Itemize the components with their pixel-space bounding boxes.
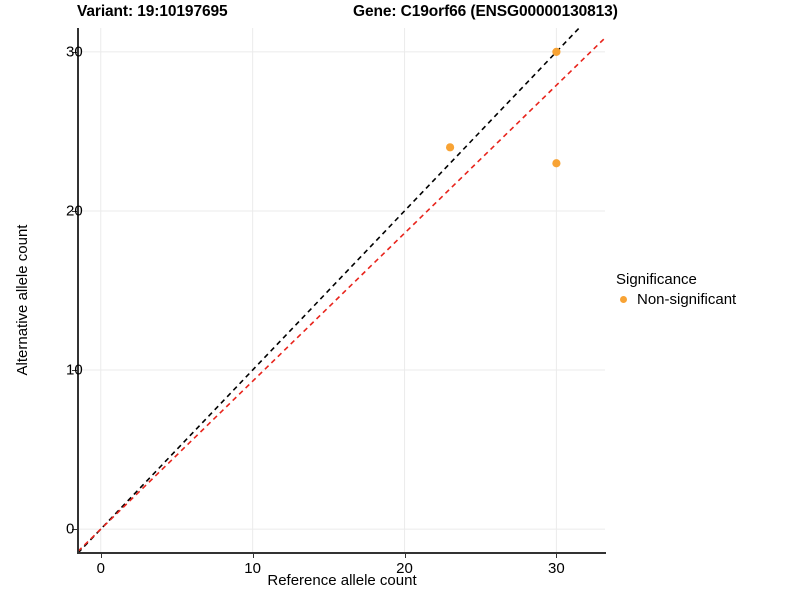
y-axis-line bbox=[77, 28, 79, 554]
y-axis-tick bbox=[72, 370, 77, 372]
x-axis-tick-label: 20 bbox=[396, 560, 413, 577]
y-axis-tick bbox=[72, 529, 77, 531]
y-axis-tick bbox=[72, 210, 77, 212]
legend-item[interactable]: Non-significant bbox=[616, 291, 796, 308]
x-axis-tick bbox=[100, 553, 102, 558]
grid-lines bbox=[78, 28, 605, 553]
series-non-significant bbox=[445, 47, 561, 168]
point-dot-icon bbox=[616, 292, 631, 307]
data-point[interactable] bbox=[552, 159, 561, 168]
y-axis-title-wrap: Alternative allele count bbox=[10, 0, 36, 600]
plot-canvas bbox=[78, 28, 605, 553]
reference-line-expected-ratio-line bbox=[78, 37, 605, 552]
data-point[interactable] bbox=[445, 143, 455, 152]
x-axis-tick bbox=[252, 553, 254, 558]
legend-title: Significance bbox=[616, 271, 697, 288]
legend: Significance Non-significant bbox=[616, 271, 796, 308]
variant-title: Variant: 19:10197695 bbox=[77, 3, 228, 20]
legend-items: Non-significant bbox=[616, 291, 796, 308]
figure-title-row: Variant: 19:10197695 Gene: C19orf66 (ENS… bbox=[0, 3, 800, 25]
x-axis-tick bbox=[556, 553, 558, 558]
x-axis-tick bbox=[404, 553, 406, 558]
x-axis-tick-label: 10 bbox=[244, 560, 261, 577]
legend-dot bbox=[620, 296, 627, 303]
x-axis-title: Reference allele count bbox=[267, 572, 417, 589]
data-point[interactable] bbox=[552, 47, 561, 56]
x-axis-tick-label: 30 bbox=[548, 560, 565, 577]
y-axis-tick bbox=[72, 51, 77, 53]
reference-line-identity-line bbox=[78, 28, 580, 553]
x-axis-tick-label: 0 bbox=[96, 560, 105, 577]
legend-item-label: Non-significant bbox=[637, 291, 737, 308]
x-axis-line bbox=[77, 552, 606, 554]
gene-title: Gene: C19orf66 (ENSG00000130813) bbox=[353, 3, 618, 20]
plot-panel bbox=[78, 28, 605, 553]
y-axis-title: Alternative allele count bbox=[14, 224, 31, 376]
